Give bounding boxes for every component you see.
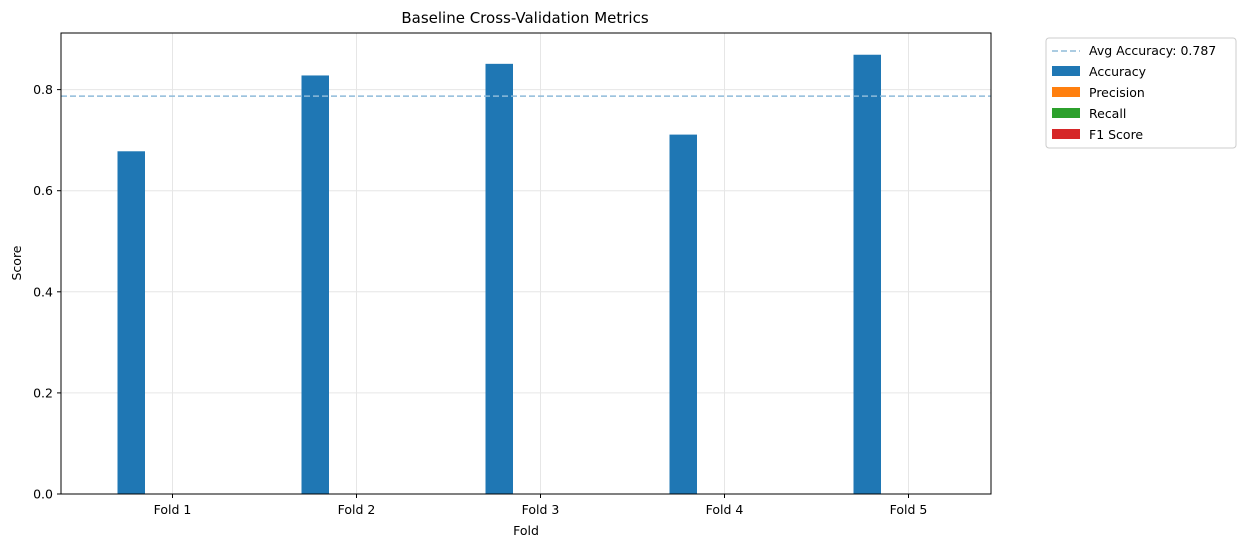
y-tick-label: 0.8 bbox=[33, 82, 53, 97]
y-axis-label: Score bbox=[9, 245, 24, 280]
plot-frame bbox=[60, 32, 992, 495]
legend-label-accuracy: Accuracy bbox=[1089, 64, 1147, 79]
bar-accuracy-fold-3 bbox=[485, 63, 513, 494]
bar-accuracy-fold-5 bbox=[853, 54, 881, 494]
legend-label-precision: Precision bbox=[1089, 85, 1145, 100]
legend-swatch-f1-score bbox=[1052, 129, 1080, 139]
legend-frame bbox=[1045, 37, 1237, 149]
y-tick-label: 0.4 bbox=[33, 284, 53, 299]
legend-swatch-precision bbox=[1052, 87, 1080, 97]
legend: Avg Accuracy: 0.787 Accuracy Precision R… bbox=[1045, 37, 1237, 149]
x-tick-label: Fold 4 bbox=[706, 502, 744, 517]
x-tick-label: Fold 3 bbox=[522, 502, 560, 517]
legend-label-f1-score: F1 Score bbox=[1089, 127, 1143, 142]
x-axis-ticks: Fold 1 Fold 2 Fold 3 Fold 4 Fold 5 bbox=[154, 494, 928, 517]
bar-accuracy-fold-4 bbox=[669, 134, 697, 494]
bar-accuracy-fold-1 bbox=[117, 151, 145, 494]
x-axis-label: Fold bbox=[513, 523, 539, 538]
legend-swatch-recall bbox=[1052, 108, 1080, 118]
legend-swatch-accuracy bbox=[1052, 66, 1080, 76]
y-tick-label: 0.2 bbox=[33, 385, 53, 400]
bar-accuracy-fold-2 bbox=[301, 75, 329, 495]
bars bbox=[117, 54, 881, 495]
legend-label-avg-accuracy: Avg Accuracy: 0.787 bbox=[1089, 43, 1216, 58]
x-tick-label: Fold 1 bbox=[154, 502, 192, 517]
y-tick-label: 0.6 bbox=[33, 183, 53, 198]
x-tick-label: Fold 5 bbox=[890, 502, 928, 517]
x-tick-label: Fold 2 bbox=[338, 502, 376, 517]
y-tick-label: 0.0 bbox=[33, 487, 53, 502]
chart-title: Baseline Cross-Validation Metrics bbox=[401, 9, 648, 27]
legend-label-recall: Recall bbox=[1089, 106, 1126, 121]
y-axis-ticks: 0.0 0.2 0.4 0.6 0.8 bbox=[33, 82, 61, 502]
